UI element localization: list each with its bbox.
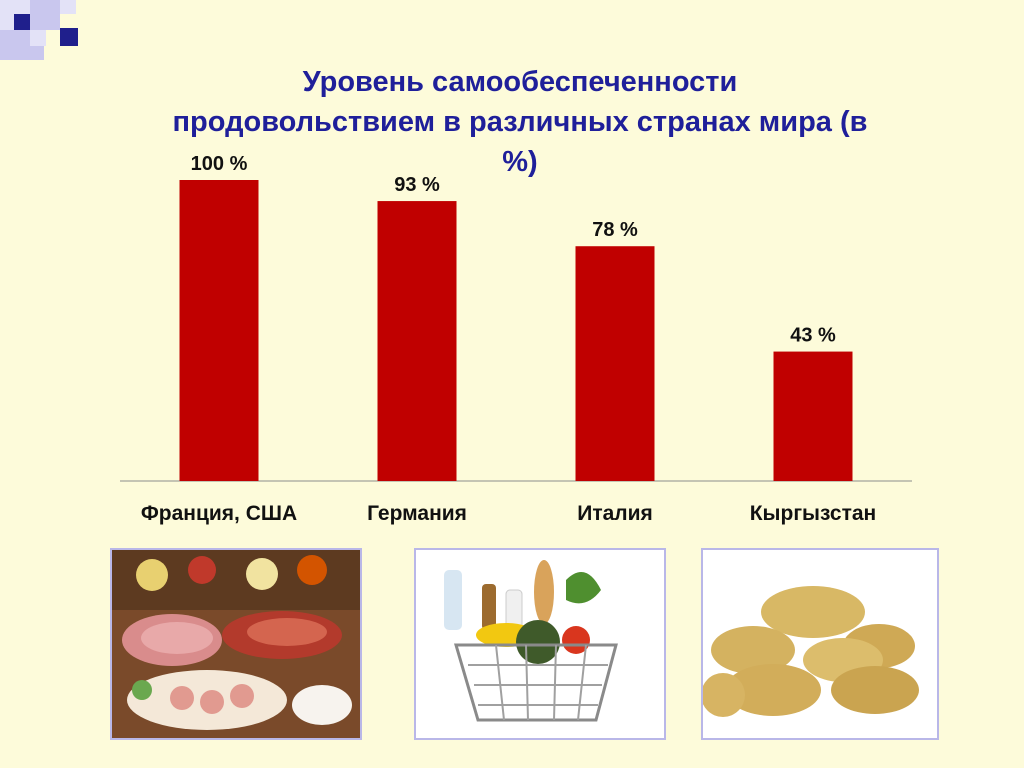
value-labels-group: 100 %93 %78 %43 % bbox=[191, 153, 836, 347]
category-label: Кыргызстан bbox=[750, 502, 877, 525]
bar bbox=[774, 352, 853, 481]
chart-title: Уровень самообеспеченности продовольстви… bbox=[170, 62, 870, 182]
bar bbox=[378, 201, 457, 481]
category-label: Италия bbox=[577, 502, 653, 525]
category-label: Франция, США bbox=[141, 502, 297, 525]
bars-group bbox=[180, 180, 853, 481]
grocery-basket-photo bbox=[414, 548, 666, 740]
category-label: Германия bbox=[367, 502, 467, 525]
value-label: 78 % bbox=[592, 219, 638, 241]
deli-food-platter-photo bbox=[110, 548, 362, 740]
bar bbox=[180, 180, 259, 481]
potatoes-photo bbox=[701, 548, 939, 740]
category-labels-group: Франция, США Германия Италия Кыргызстан bbox=[141, 502, 876, 525]
bar bbox=[576, 246, 655, 481]
value-label: 43 % bbox=[790, 325, 836, 347]
